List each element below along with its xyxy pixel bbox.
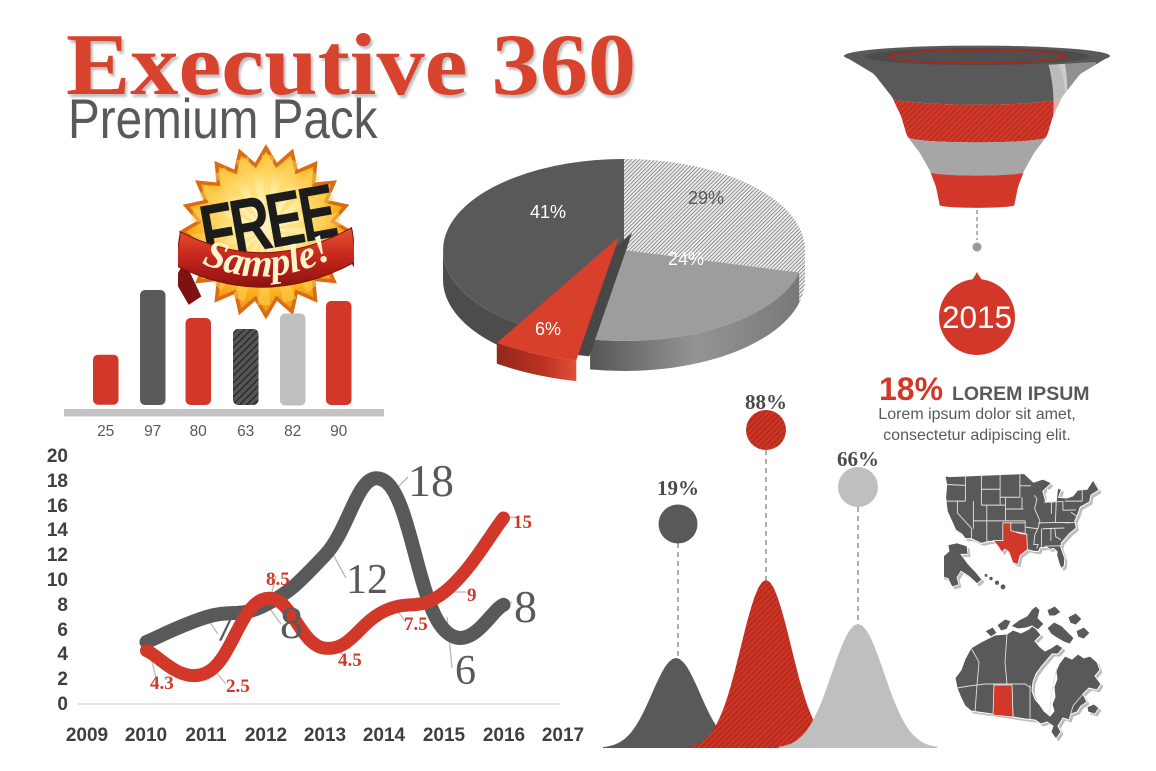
svg-text:12: 12 bbox=[346, 557, 388, 603]
svg-text:18: 18 bbox=[47, 471, 68, 492]
svg-text:0: 0 bbox=[57, 694, 68, 715]
svg-text:4.3: 4.3 bbox=[150, 673, 174, 694]
svg-text:63: 63 bbox=[237, 423, 254, 440]
svg-text:82: 82 bbox=[284, 423, 301, 440]
svg-text:97: 97 bbox=[144, 423, 161, 440]
svg-text:24%: 24% bbox=[668, 249, 704, 269]
svg-text:8: 8 bbox=[57, 595, 68, 616]
svg-text:6: 6 bbox=[57, 620, 68, 641]
svg-text:2015: 2015 bbox=[423, 725, 466, 746]
svg-text:2016: 2016 bbox=[483, 725, 525, 746]
svg-text:66%: 66% bbox=[837, 447, 879, 471]
svg-text:2017: 2017 bbox=[542, 725, 584, 746]
svg-text:2012: 2012 bbox=[245, 725, 287, 746]
svg-text:7: 7 bbox=[214, 605, 235, 651]
svg-text:2015: 2015 bbox=[942, 299, 1012, 335]
svg-text:8: 8 bbox=[280, 597, 303, 648]
svg-text:2: 2 bbox=[57, 669, 68, 690]
svg-text:2011: 2011 bbox=[185, 725, 227, 746]
svg-text:12: 12 bbox=[47, 545, 68, 566]
svg-text:2013: 2013 bbox=[304, 725, 346, 746]
svg-text:7.5: 7.5 bbox=[404, 614, 428, 635]
svg-text:88%: 88% bbox=[745, 390, 787, 414]
svg-text:14: 14 bbox=[47, 520, 69, 541]
svg-text:15: 15 bbox=[513, 512, 532, 533]
svg-text:2009: 2009 bbox=[66, 725, 108, 746]
svg-text:25: 25 bbox=[97, 423, 114, 440]
svg-text:2014: 2014 bbox=[363, 725, 406, 746]
svg-text:6%: 6% bbox=[535, 319, 561, 339]
svg-text:2.5: 2.5 bbox=[226, 676, 250, 697]
svg-text:41%: 41% bbox=[530, 202, 566, 222]
svg-text:10: 10 bbox=[47, 570, 68, 591]
svg-text:4: 4 bbox=[57, 644, 68, 665]
svg-text:20: 20 bbox=[47, 446, 68, 467]
svg-text:16: 16 bbox=[47, 496, 68, 517]
svg-text:80: 80 bbox=[190, 423, 208, 440]
svg-text:2010: 2010 bbox=[125, 725, 167, 746]
svg-text:8: 8 bbox=[514, 581, 537, 632]
svg-text:90: 90 bbox=[330, 423, 348, 440]
svg-text:4.5: 4.5 bbox=[338, 650, 362, 671]
svg-text:18: 18 bbox=[408, 455, 454, 506]
svg-text:6: 6 bbox=[455, 648, 476, 694]
svg-text:19%: 19% bbox=[657, 476, 699, 500]
svg-text:9: 9 bbox=[467, 585, 477, 606]
svg-text:8.5: 8.5 bbox=[266, 569, 290, 590]
svg-text:29%: 29% bbox=[688, 188, 724, 208]
